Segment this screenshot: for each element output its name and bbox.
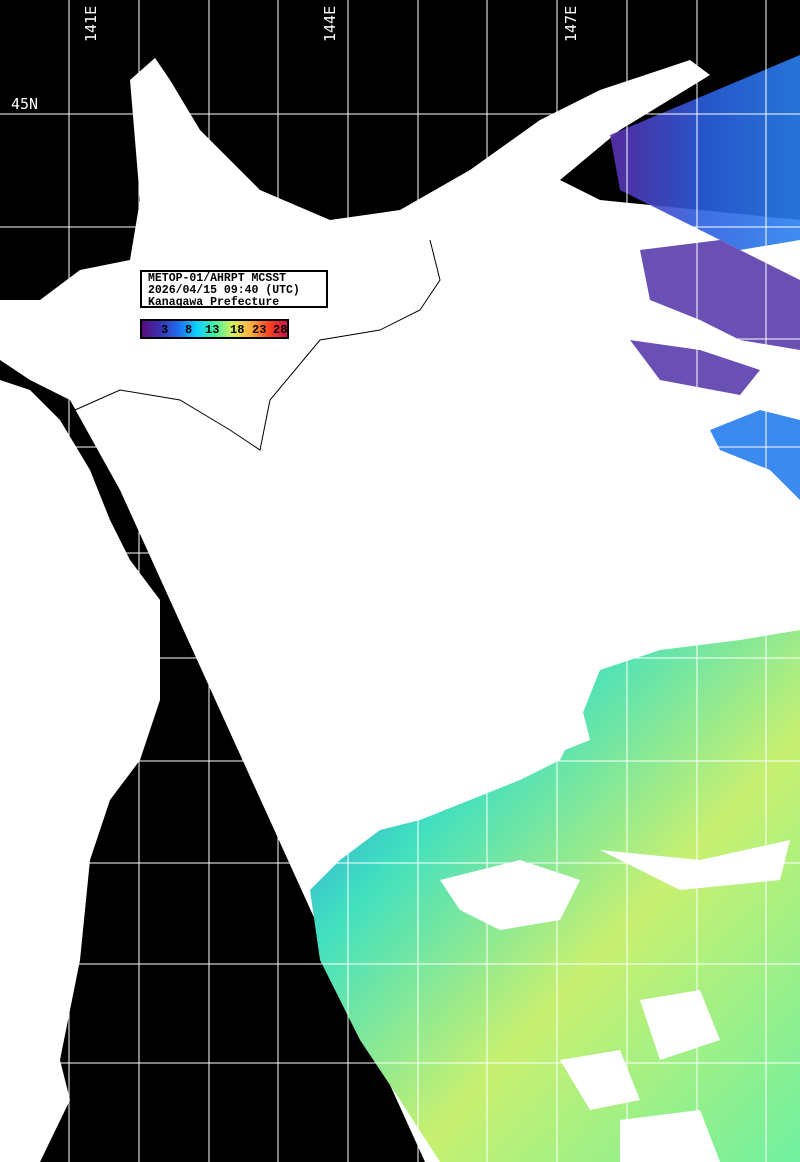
cold-water-patches [630,240,800,395]
coastline [74,239,441,451]
cold-water-northeast [610,55,800,250]
colorbar-tick: 13 [205,323,220,337]
cloud-holes [440,700,790,1162]
colorbar-tick: 3 [161,323,169,337]
satellite-product-title: METOP-01/AHRPT MCSST [148,272,287,285]
colorbar-tick: 18 [230,323,245,337]
colorbar-tick: 28 [273,323,288,337]
longitude-label-144e: 144E [321,5,339,42]
region-label: Kanagawa Prefecture [148,296,280,309]
longitude-label-147e: 147E [562,5,580,42]
observation-datetime: 2026/04/15 09:40 (UTC) [148,284,300,297]
colorbar-tick: 8 [185,323,193,337]
info-box: METOP-01/AHRPT MCSST 2026/04/15 09:40 (U… [140,270,328,309]
colorbar-tick: 23 [252,323,267,337]
longitude-label-141e: 141E [82,5,100,42]
sst-colorbar: 3 8 13 18 23 28 [140,319,289,339]
tohoku-land [0,380,160,1162]
water-east-edge [710,410,800,500]
latitude-label-45n: 45N [11,95,39,113]
